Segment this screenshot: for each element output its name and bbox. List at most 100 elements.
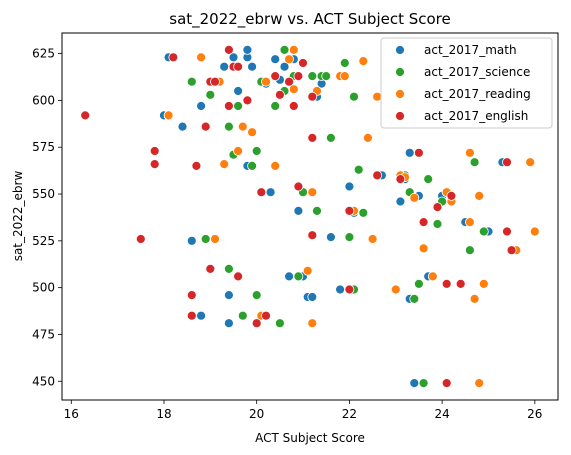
data-point-act-2017-reading [288, 45, 299, 55]
data-point-act-2017-math [223, 290, 234, 301]
data-point-act-2017-science [293, 271, 304, 282]
data-point-act-2017-english [395, 174, 406, 185]
data-point-act-2017-english [223, 101, 234, 111]
data-point-act-2017-english [418, 217, 429, 228]
data-point-act-2017-english [200, 121, 211, 132]
data-point-act-2017-english [293, 71, 304, 81]
y-tick-label: 575 [32, 140, 55, 154]
data-point-act-2017-english [274, 89, 285, 100]
data-point-act-2017-reading [247, 127, 258, 138]
data-point-act-2017-english [168, 52, 179, 63]
data-point-act-2017-reading [237, 121, 248, 132]
data-point-act-2017-english [80, 110, 91, 121]
x-axis-label: ACT Subject Score [255, 431, 365, 445]
data-point-act-2017-reading [339, 71, 350, 81]
data-point-act-2017-science [464, 245, 475, 256]
data-point-act-2017-english [205, 263, 216, 274]
data-point-act-2017-science [409, 293, 420, 304]
data-point-act-2017-english [288, 101, 299, 111]
data-point-act-2017-math [325, 232, 336, 243]
data-point-act-2017-math [404, 147, 415, 158]
data-point-act-2017-science [200, 234, 211, 244]
series-act-2017-english [80, 45, 517, 389]
data-point-act-2017-math [196, 101, 207, 111]
data-point-act-2017-reading [529, 226, 540, 237]
data-point-act-2017-math [307, 292, 318, 302]
data-point-act-2017-reading [288, 84, 299, 95]
legend-label-act-2017-reading: act_2017_reading [424, 87, 531, 101]
x-tick-label: 16 [64, 407, 79, 421]
data-point-act-2017-reading [233, 146, 244, 156]
data-point-act-2017-english [210, 76, 220, 87]
data-point-act-2017-science [358, 207, 369, 218]
data-point-act-2017-science [344, 232, 355, 243]
data-point-act-2017-reading [525, 157, 536, 168]
data-point-act-2017-reading [210, 234, 220, 244]
legend-marker-act-2017-math [395, 45, 405, 55]
data-point-act-2017-reading [307, 187, 318, 198]
data-point-act-2017-english [372, 170, 383, 181]
data-point-act-2017-science [353, 164, 364, 175]
data-point-act-2017-math [284, 271, 295, 282]
data-point-act-2017-english [186, 290, 197, 301]
data-point-act-2017-math [233, 86, 244, 96]
data-point-act-2017-math [242, 45, 253, 55]
data-point-act-2017-math [219, 61, 230, 72]
data-point-act-2017-english [261, 310, 271, 321]
data-point-act-2017-reading [372, 91, 383, 102]
data-point-act-2017-math [279, 61, 290, 72]
data-point-act-2017-science [312, 205, 322, 216]
x-tick-label: 26 [527, 407, 542, 421]
data-point-act-2017-math [344, 181, 355, 192]
data-point-act-2017-english [502, 226, 512, 237]
data-point-act-2017-english [149, 159, 160, 170]
data-point-act-2017-english [223, 45, 234, 55]
data-point-act-2017-science [223, 263, 234, 274]
data-point-act-2017-reading [362, 132, 373, 143]
legend: act_2017_math act_2017_science act_2017_… [380, 37, 553, 129]
data-point-act-2017-science [307, 71, 318, 81]
data-point-act-2017-science [274, 318, 285, 329]
data-point-act-2017-english [344, 205, 355, 216]
data-point-act-2017-science [186, 76, 197, 87]
data-point-act-2017-science [237, 310, 248, 321]
legend-marker-act-2017-reading [395, 89, 405, 99]
data-point-act-2017-english [135, 234, 146, 244]
data-point-act-2017-english [233, 61, 244, 72]
y-tick-label: 475 [32, 327, 55, 341]
data-point-act-2017-reading [196, 52, 207, 63]
data-point-act-2017-math [265, 187, 276, 198]
data-point-act-2017-math [186, 235, 197, 246]
data-point-act-2017-english [344, 284, 355, 295]
legend-label-act-2017-math: act_2017_math [424, 43, 517, 57]
data-point-act-2017-english [502, 157, 512, 168]
data-point-act-2017-english [191, 160, 202, 171]
data-point-act-2017-science [418, 378, 429, 389]
data-point-act-2017-english [413, 147, 424, 158]
data-point-act-2017-english [446, 190, 457, 201]
data-point-act-2017-reading [261, 76, 271, 87]
data-point-act-2017-math [196, 310, 207, 321]
data-point-act-2017-science [251, 290, 262, 301]
data-point-act-2017-english [242, 95, 253, 106]
legend-label-act-2017-english: act_2017_english [424, 109, 528, 123]
legend-marker-act-2017-english [395, 111, 405, 121]
data-point-act-2017-reading [219, 159, 230, 170]
data-point-act-2017-science [205, 89, 216, 100]
data-point-act-2017-reading [464, 147, 475, 158]
data-point-act-2017-math [247, 61, 258, 72]
legend-marker-act-2017-science [395, 67, 405, 77]
data-point-act-2017-english [307, 230, 318, 241]
data-point-act-2017-math [293, 205, 304, 216]
data-point-act-2017-english [233, 271, 244, 282]
x-tick-label: 20 [249, 407, 264, 421]
plot-area-frame [61, 32, 559, 401]
y-tick-label: 550 [32, 187, 55, 201]
x-tick-label: 24 [434, 407, 449, 421]
y-axis-label: sat_2022_ebrw [11, 171, 25, 262]
data-point-act-2017-science [321, 71, 332, 81]
data-point-act-2017-science [349, 91, 359, 102]
data-point-act-2017-english [441, 278, 452, 289]
axis-ticks: 16 18 20 22 24 26 450 475 500 525 550 575 600 625 [32, 47, 542, 421]
